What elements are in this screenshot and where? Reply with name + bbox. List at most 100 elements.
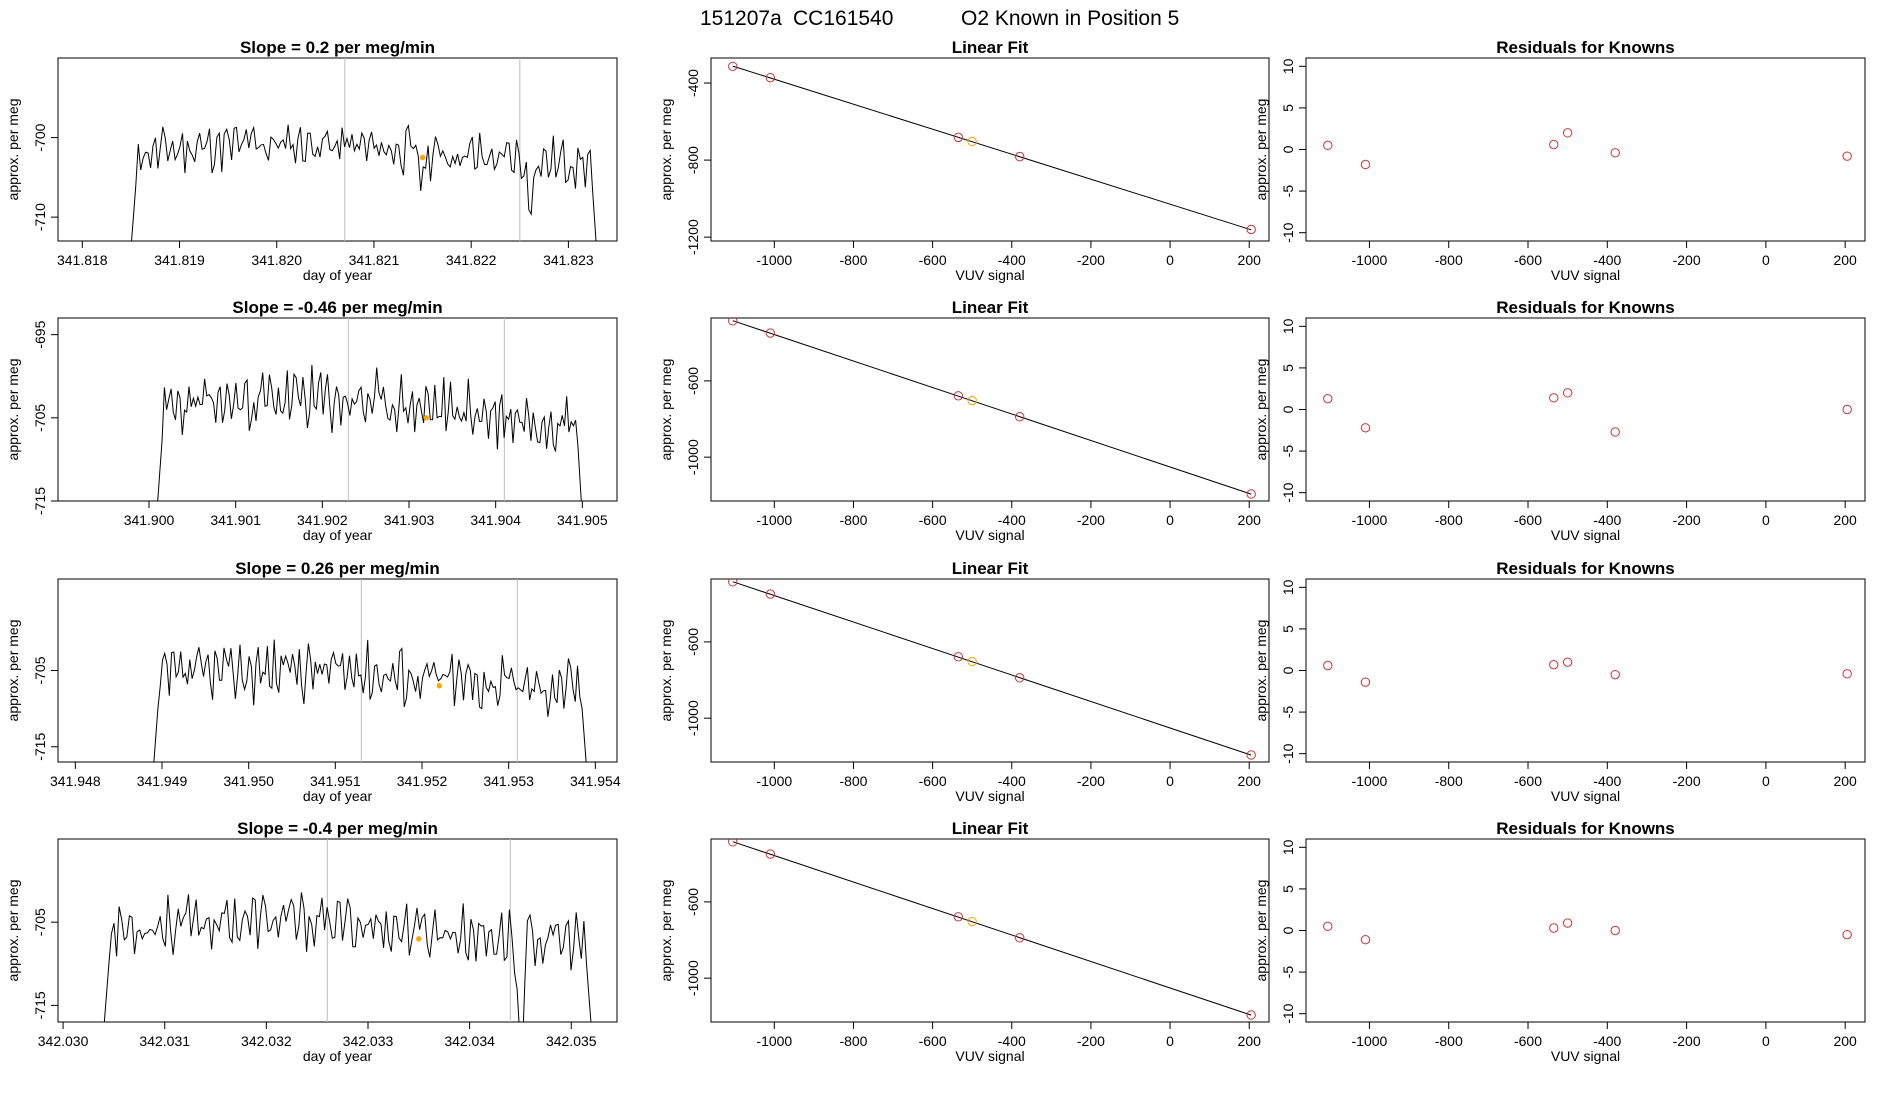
y-tick-label: -1000 — [685, 439, 701, 475]
y-tick-label: -715 — [32, 733, 48, 761]
plot-frame — [57, 838, 618, 1023]
data-point — [1360, 934, 1371, 945]
suptitle-run-id: 151207a — [700, 7, 782, 30]
x-axis-label: VUV signal — [955, 1048, 1024, 1064]
x-tick-label: 341.820 — [251, 252, 302, 268]
plot-area — [728, 318, 1256, 499]
panel-title: Linear Fit — [952, 298, 1029, 317]
y-tick-label: 10 — [1280, 58, 1296, 74]
data-point — [765, 589, 776, 599]
x-tick-label: -800 — [1435, 252, 1463, 268]
data-point — [1549, 139, 1559, 150]
y-tick-label: -700 — [32, 123, 48, 151]
x-tick-label: 342.031 — [139, 1033, 190, 1049]
y-axis-label: approx. per meg — [658, 99, 674, 201]
x-axis: 342.030 342.031 342.032 342.033 342.034 342.0… — [38, 1022, 597, 1049]
plot-area — [153, 579, 587, 762]
panel-title: Slope = -0.46 per meg/min — [232, 298, 442, 317]
y-tick-label: -1200 — [685, 219, 701, 255]
panel-linear_fit-1: Linear Fit -1000 -800 -600 -400 -200 0 200 VUV s… — [658, 298, 1270, 543]
panel-title: Residuals for Knowns — [1496, 298, 1675, 317]
x-tick-label: 341.902 — [297, 512, 348, 528]
data-point — [953, 132, 964, 143]
panel-linear_fit-3: Linear Fit -1000 -800 -600 -400 -200 0 200 VUV s… — [658, 819, 1270, 1064]
x-axis: -1000 -800 -600 -400 -200 0 200 — [1352, 762, 1857, 789]
data-point — [1360, 677, 1371, 687]
y-axis-label: approx. per meg — [5, 880, 21, 982]
y-axis: 10 5 0 -5 -10 — [1280, 839, 1306, 1024]
data-point — [1549, 659, 1559, 670]
y-tick-label: -715 — [32, 487, 48, 515]
y-axis-label: approx. per meg — [658, 880, 674, 982]
y-axis: -695 -705 -715 — [32, 320, 58, 515]
plot-frame — [710, 838, 1270, 1023]
fit-line — [732, 581, 1252, 756]
y-tick-label: -10 — [1280, 743, 1296, 763]
current-point — [967, 656, 977, 667]
x-axis-label: VUV signal — [1551, 1048, 1620, 1064]
x-tick-label: -200 — [1077, 512, 1105, 528]
y-axis: -600 -1000 — [685, 888, 711, 996]
highlight-point — [416, 936, 422, 942]
y-axis: 10 5 0 -5 -10 — [1280, 58, 1306, 243]
series-trace — [157, 364, 582, 501]
panel-title: Slope = -0.4 per meg/min — [237, 819, 438, 838]
x-tick-label: 0 — [1762, 773, 1770, 789]
data-point — [765, 328, 776, 338]
panel-linear_fit-0: Linear Fit -1000 -800 -600 -400 -200 0 200 VUV s… — [658, 38, 1270, 283]
plot-area — [1323, 128, 1852, 170]
y-tick-label: -800 — [685, 146, 701, 174]
x-tick-label: -400 — [1593, 1033, 1621, 1049]
x-tick-label: -1000 — [756, 773, 792, 789]
x-tick-label: 342.034 — [444, 1033, 495, 1049]
x-axis: -1000 -800 -600 -400 -200 0 200 — [756, 501, 1261, 528]
fit-line — [732, 841, 1252, 1016]
current-point — [967, 136, 977, 147]
y-axis: -600 -1000 — [685, 628, 711, 736]
data-point — [765, 849, 776, 859]
data-point — [1562, 657, 1573, 667]
x-axis: -1000 -800 -600 -400 -200 0 200 — [756, 241, 1261, 268]
x-tick-label: -1000 — [756, 512, 792, 528]
x-tick-label: -400 — [1593, 252, 1621, 268]
x-tick-label: 0 — [1166, 252, 1174, 268]
y-tick-label: 5 — [1280, 104, 1296, 112]
x-axis: -1000 -800 -600 -400 -200 0 200 — [756, 1022, 1261, 1049]
y-tick-label: 0 — [1280, 145, 1296, 153]
x-tick-label: 341.904 — [470, 512, 521, 528]
x-tick-label: -600 — [1514, 252, 1542, 268]
y-tick-label: -1000 — [685, 960, 701, 996]
x-tick-label: -600 — [1514, 773, 1542, 789]
panel-residuals-1: Residuals for Knowns-1000 -800 -600 -400 -20… — [1253, 298, 1866, 543]
plot-frame — [1305, 57, 1866, 242]
x-tick-label: 200 — [1238, 773, 1262, 789]
x-tick-label: -600 — [919, 252, 947, 268]
plot-frame — [710, 57, 1270, 242]
x-tick-label: -200 — [1673, 252, 1701, 268]
x-tick-label: -200 — [1077, 1033, 1105, 1049]
plot-frame — [57, 57, 618, 242]
series-trace — [131, 123, 597, 241]
data-point — [1610, 427, 1620, 437]
x-axis-label: day of year — [303, 267, 373, 283]
plot-frame — [710, 578, 1270, 763]
series-trace — [103, 892, 592, 1022]
x-axis-label: VUV signal — [955, 267, 1024, 283]
x-tick-label: -200 — [1077, 252, 1105, 268]
plot-area — [131, 58, 597, 241]
x-tick-label: 341.953 — [483, 773, 534, 789]
series-trace — [153, 639, 587, 762]
suptitle-cylinder: CC161540 — [793, 7, 893, 30]
x-axis: -1000 -800 -600 -400 -200 0 200 — [1352, 241, 1857, 268]
y-tick-label: -600 — [685, 367, 701, 395]
y-axis: 10 5 0 -5 -10 — [1280, 579, 1306, 764]
x-tick-label: -200 — [1077, 773, 1105, 789]
y-tick-label: -705 — [32, 656, 48, 684]
y-tick-label: -1000 — [685, 700, 701, 736]
x-tick-label: 200 — [1833, 1033, 1857, 1049]
panel-title: Slope = 0.26 per meg/min — [235, 559, 440, 578]
data-point — [953, 391, 964, 401]
x-tick-label: 341.901 — [210, 512, 261, 528]
x-tick-label: -600 — [919, 1033, 947, 1049]
